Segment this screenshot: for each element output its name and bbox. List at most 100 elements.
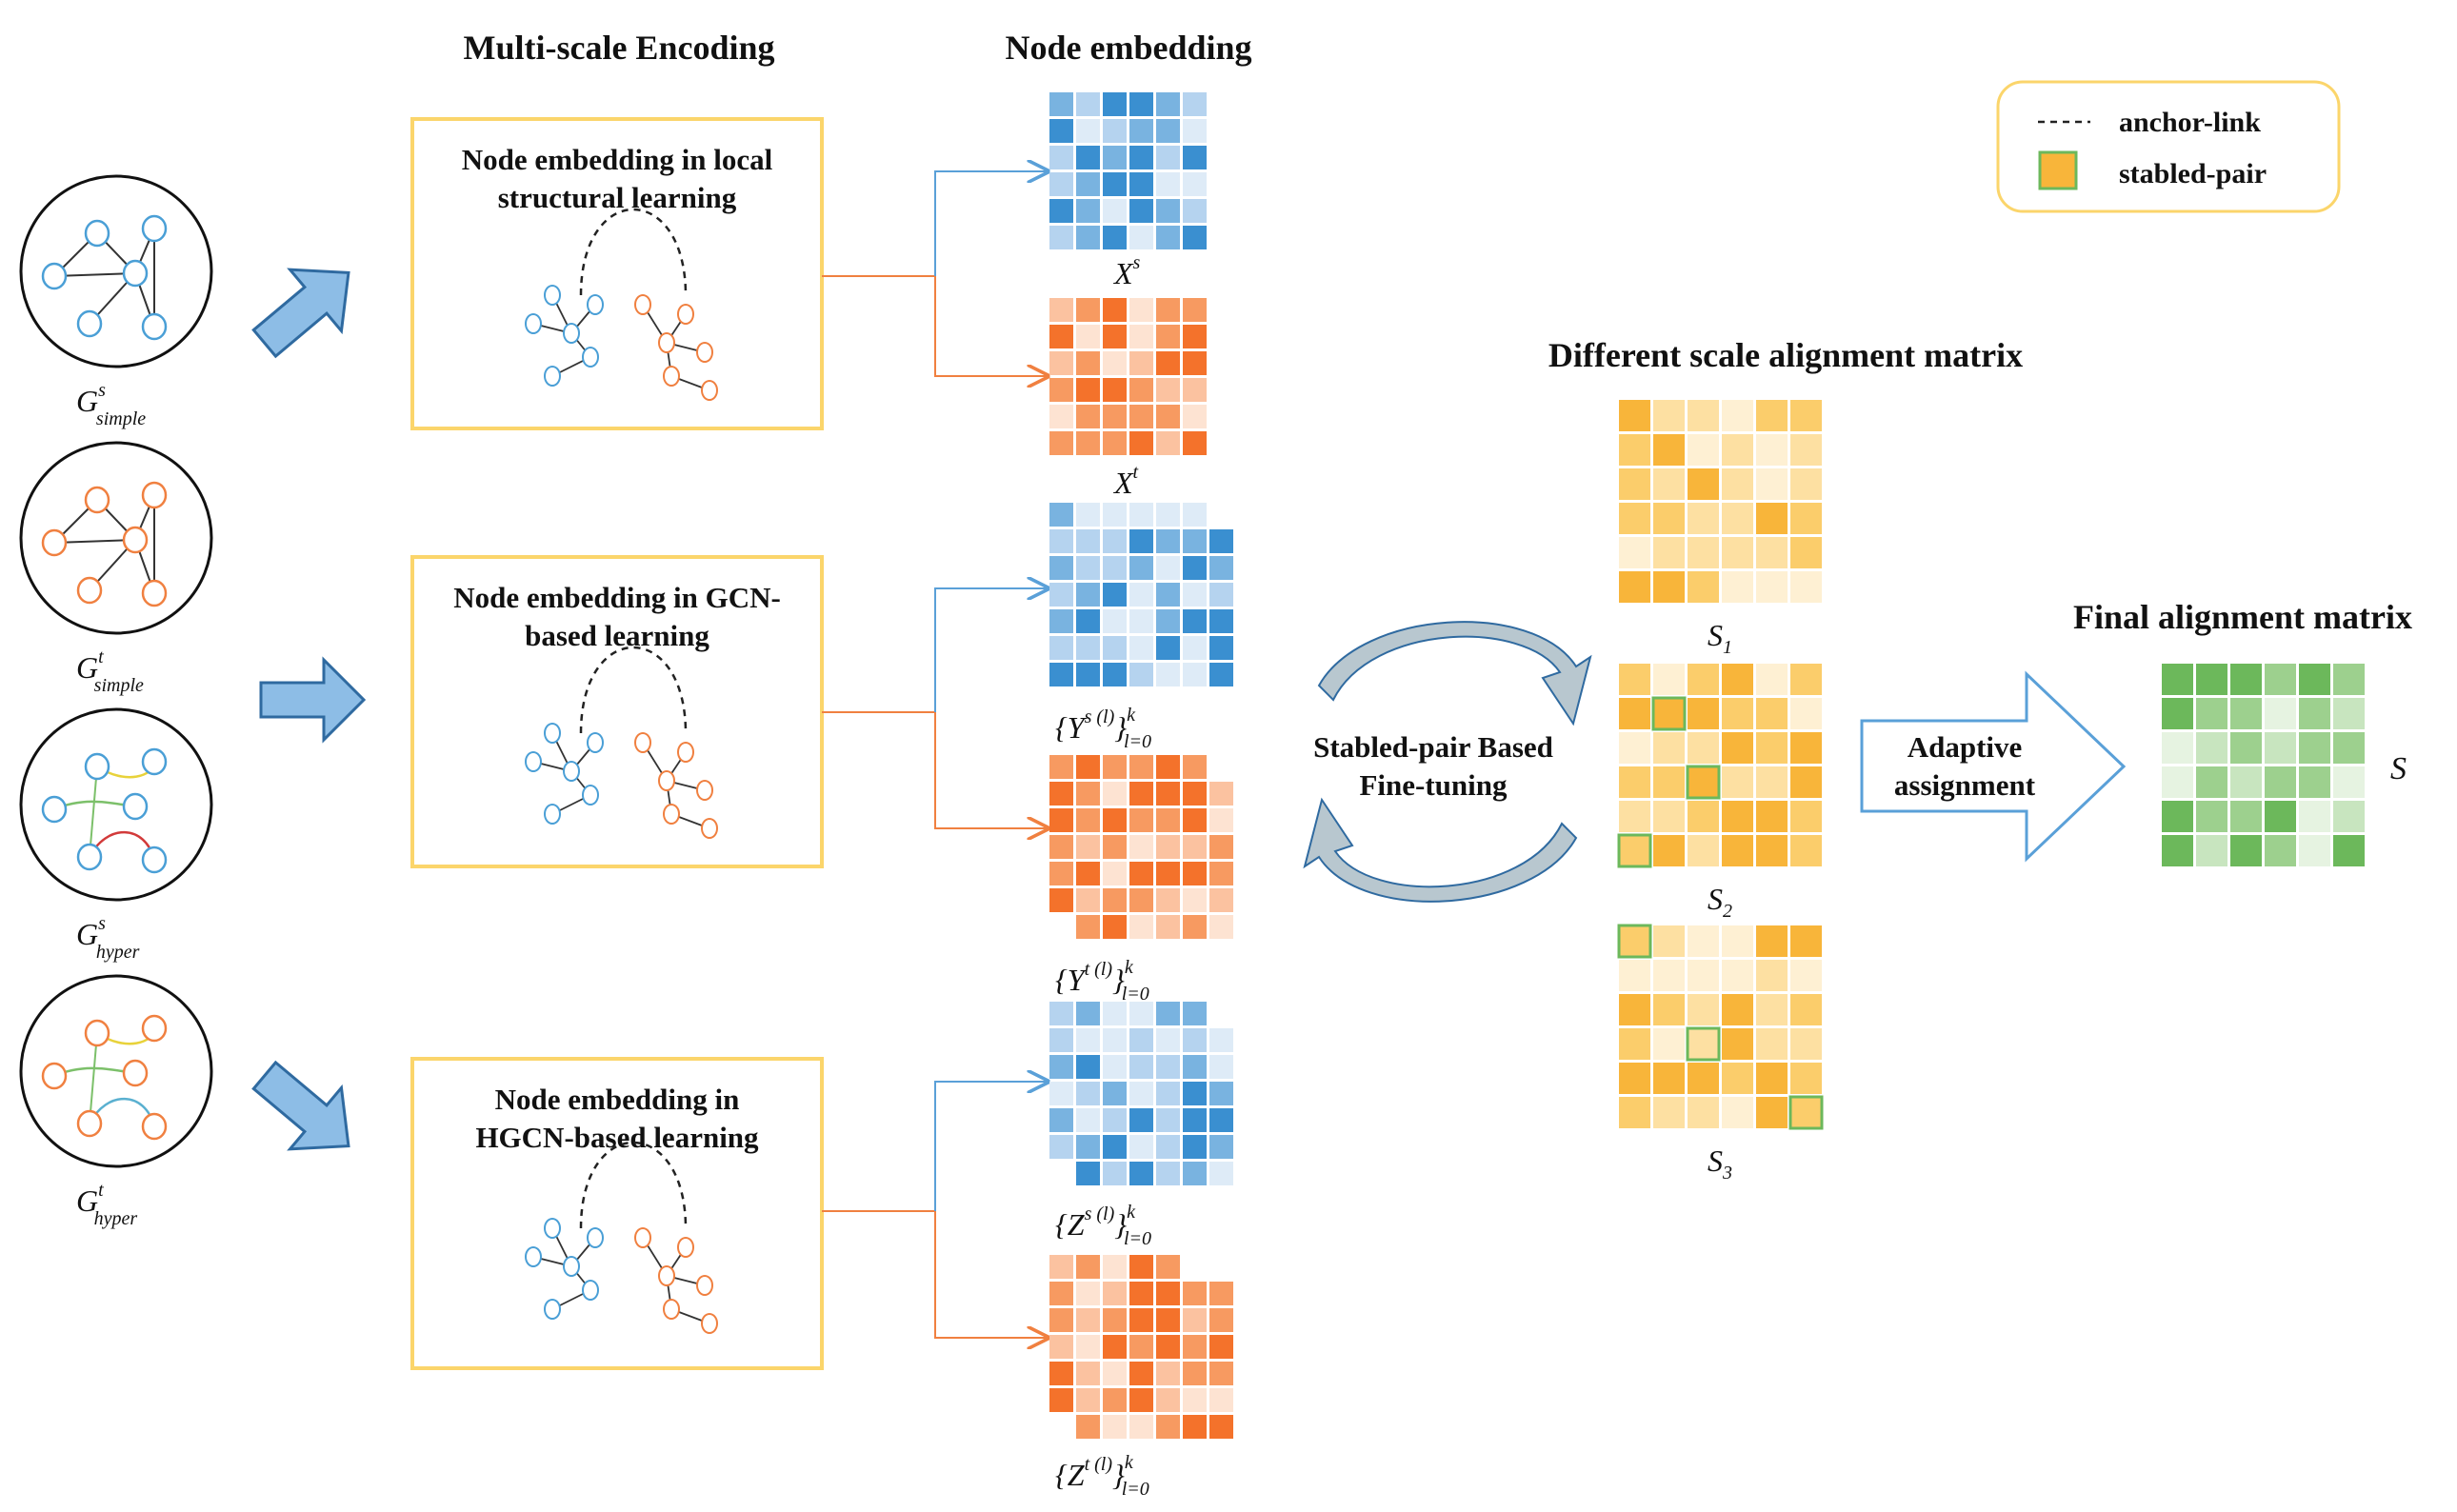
matrix-yt-cell [1156,782,1180,806]
matrix-final-cell [2299,732,2330,764]
matrix-xt-cell [1156,431,1180,455]
matrix-zt-cell [1209,1335,1233,1359]
matrix-yt-cell [1156,835,1180,859]
matrix-xs-cell [1049,172,1073,196]
matrix-yt-cell [1103,835,1127,859]
matrix-yt [1049,755,1233,939]
matrix-ys-cell [1209,583,1233,607]
matrix-s3-cell [1688,925,1719,957]
matrix-final-cell [2265,801,2296,832]
matrix-ys-cell [1049,556,1073,580]
matrix-yt-cell [1076,835,1100,859]
embed-label-zt: {Zt (l)}k l=0 [1055,1452,1149,1500]
matrix-xs-cell [1129,199,1153,223]
matrix-ys-cell [1076,529,1100,553]
matrix-xs-cell [1103,92,1127,116]
matrix-ys-cell [1103,636,1127,660]
matrix-s1 [1619,400,1822,603]
matrix-s2-cell [1653,766,1685,798]
encoder-local-line1: Node embedding in local [462,143,773,176]
stabled-pair-marker [1617,833,1652,868]
matrix-s1-cell [1653,434,1685,466]
matrix-xs-cell [1076,146,1100,169]
matrix-s1-cell [1722,468,1753,500]
matrix-yt-cell [1129,862,1153,885]
matrix-s1-cell [1756,468,1788,500]
matrix-zs-cell [1076,1002,1100,1025]
matrix-xs-cell [1076,119,1100,143]
matrix-xt-cell [1076,298,1100,322]
matrix-yt-cell [1156,862,1180,885]
matrix-final-cell [2265,664,2296,695]
matrix-final-cell [2196,732,2227,764]
matrix-zt-cell [1103,1282,1127,1305]
matrix-s3-cell [1619,925,1650,957]
matrix-yt-cell [1129,888,1153,912]
matrix-yt-cell [1076,915,1100,939]
matrix-zt-cell [1156,1282,1180,1305]
matrix-xs-cell [1049,199,1073,223]
embed-label-xs: Xs [1112,252,1141,290]
embed-label-yt: {Yt (l)}k l=0 [1055,957,1149,1005]
matrix-zt-cell [1156,1335,1180,1359]
matrix-xt-cell [1156,405,1180,428]
matrix-zt-cell [1156,1255,1180,1279]
matrix-zs-cell [1129,1002,1153,1025]
matrix-s3-cell [1619,1063,1650,1094]
matrix-ys-cell [1209,636,1233,660]
matrix-yt-cell [1049,862,1073,885]
legend: anchor-link stabled-pair [1996,80,2341,213]
matrix-yt-cell [1049,755,1073,779]
matrix-zs-cell [1103,1002,1127,1025]
matrix-yt-cell [1156,755,1180,779]
graph-labels: Gs simple Gt simple Gs hyper Gt hyper [76,380,146,1229]
matrix-zt-cell [1209,1388,1233,1412]
matrix-xs-cell [1076,226,1100,249]
matrix-ys-cell [1049,529,1073,553]
matrix-xt-cell [1183,325,1207,348]
encoder-hgcn-line2: HGCN-based learning [475,1121,759,1154]
matrix-zt [1049,1255,1233,1439]
matrix-s2-cell [1619,766,1650,798]
matrix-s1-cell [1790,503,1822,534]
matrix-yt-cell [1076,808,1100,832]
matrix-xt-cell [1049,298,1073,322]
matrix-yt-cell [1076,888,1100,912]
matrix-yt-cell [1156,915,1180,939]
matrix-zt-cell [1183,1415,1207,1439]
matrix-xt-cell [1103,431,1127,455]
matrix-xt-cell [1076,405,1100,428]
matrix-s2-cell [1653,835,1685,866]
encoder-box-hgcn [410,1057,824,1370]
matrix-zt-cell [1156,1388,1180,1412]
matrix-yt-cell [1049,888,1073,912]
matrix-final-cell [2162,664,2193,695]
matrix-xs-cell [1183,92,1207,116]
matrix-xt-cell [1129,405,1153,428]
matrix-final-cell [2196,664,2227,695]
matrix-yt-cell [1209,808,1233,832]
scale-matrices [1617,400,1824,1130]
matrix-ys-cell [1076,663,1100,686]
matrix-yt-cell [1076,755,1100,779]
matrix-xs-cell [1129,92,1153,116]
matrix-yt-cell [1156,808,1180,832]
big-arrow-2 [259,656,367,744]
matrix-zs-cell [1183,1108,1207,1132]
matrix-s1-cell [1790,434,1822,466]
matrix-zs-cell [1156,1002,1180,1025]
matrix-xs-cell [1183,199,1207,223]
finetune-line2: Fine-tuning [1359,768,1508,802]
matrix-ys-cell [1129,663,1153,686]
matrix-zs-cell [1209,1055,1233,1079]
matrix-s2-cell [1619,801,1650,832]
matrix-s1-cell [1790,400,1822,431]
matrix-s1-cell [1756,537,1788,568]
matrix-s1-cell [1619,400,1650,431]
matrix-s1-cell [1756,434,1788,466]
matrix-zt-cell [1183,1388,1207,1412]
encoder-local-line2: structural learning [498,181,737,214]
matrix-ys-cell [1183,663,1207,686]
matrix-xs-cell [1049,146,1073,169]
